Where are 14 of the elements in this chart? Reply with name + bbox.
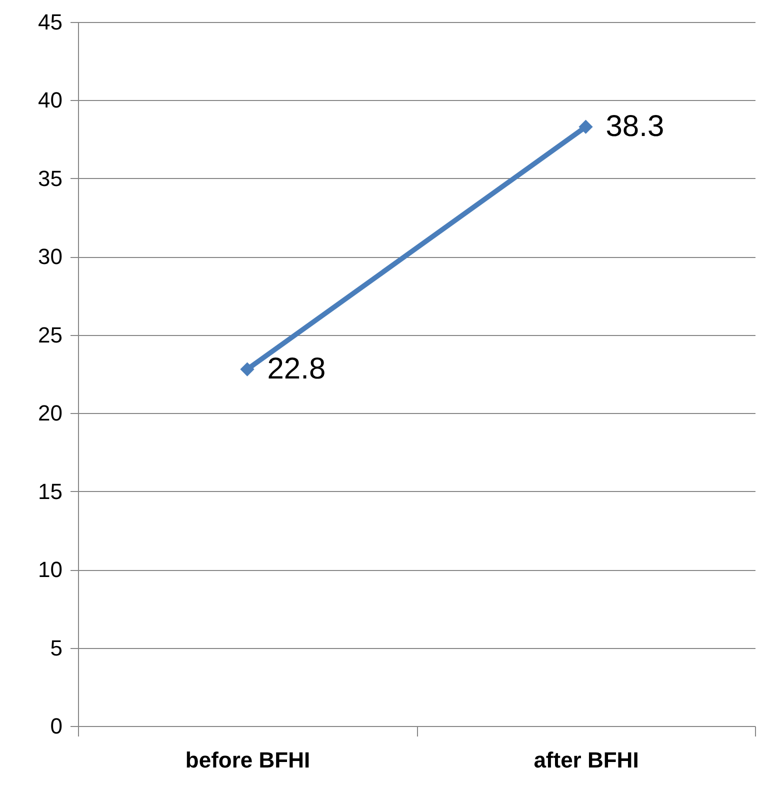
y-tick-label: 5	[50, 635, 62, 660]
y-tick-label: 25	[38, 322, 62, 348]
y-tick-label: 20	[38, 400, 62, 426]
x-tick-label: before BFHI	[185, 748, 310, 772]
y-tick-label: 30	[38, 244, 62, 270]
y-tick-label: 40	[38, 88, 62, 113]
y-tick-label: 45	[38, 10, 62, 34]
y-tick-label: 0	[50, 714, 62, 738]
data-label: 22.8	[267, 352, 326, 386]
data-label: 38.3	[606, 110, 664, 143]
x-tick-label: after BFHI	[534, 748, 639, 772]
y-tick-label: 10	[38, 557, 62, 582]
y-tick-label: 15	[38, 478, 62, 504]
y-tick-label: 35	[38, 166, 62, 191]
